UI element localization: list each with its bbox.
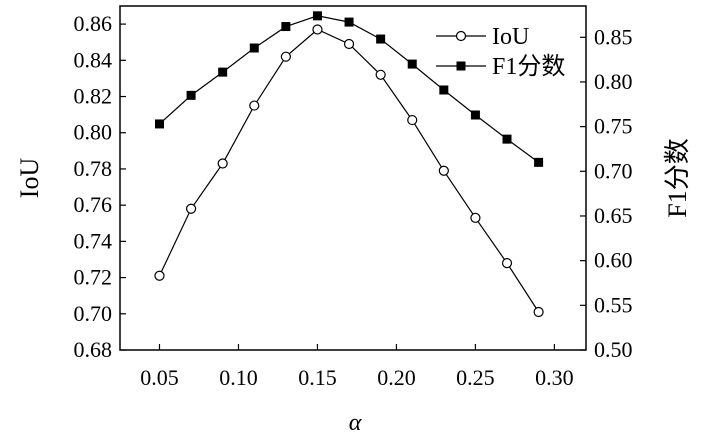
left-tick-label: 0.72 [74, 265, 113, 290]
data-point-f1 [281, 22, 291, 32]
data-point-f1 [186, 90, 196, 100]
x-axis-title: α [349, 410, 362, 436]
data-point-iou [375, 69, 386, 80]
data-point-f1 [218, 67, 228, 77]
left-tick-label: 0.78 [74, 156, 113, 181]
data-point-iou [533, 306, 544, 318]
data-point-iou [185, 203, 197, 214]
data-point-iou [407, 114, 418, 126]
legend: IoU F1分数 [436, 24, 565, 80]
data-point-f1 [154, 119, 164, 129]
data-point-f1 [439, 85, 449, 95]
legend-marker-iou [455, 30, 467, 42]
left-tick-label: 0.68 [74, 337, 113, 362]
right-tick-label: 0.65 [594, 203, 633, 228]
data-point-f1 [344, 17, 354, 27]
legend-label-f1: F1分数 [492, 53, 565, 80]
data-point-iou [343, 38, 355, 50]
data-point-iou [154, 270, 165, 281]
left-axis-title: IoU [15, 158, 44, 199]
left-tick-label: 0.86 [74, 11, 113, 36]
data-point-f1 [249, 43, 259, 53]
right-tick-label: 0.75 [594, 114, 633, 139]
left-tick-label: 0.80 [74, 120, 113, 145]
x-tick-label: 0.15 [298, 365, 337, 390]
data-point-f1 [312, 11, 322, 21]
legend-label-iou: IoU [492, 24, 529, 50]
x-tick-label: 0.20 [377, 365, 416, 390]
data-point-iou [470, 212, 481, 223]
left-tick-label: 0.70 [74, 301, 113, 326]
right-tick-label: 0.80 [594, 69, 633, 94]
left-tick-label: 0.74 [74, 228, 113, 253]
data-point-iou [438, 165, 449, 176]
right-axis-title: F1分数 [663, 138, 692, 217]
right-tick-label: 0.85 [594, 24, 633, 49]
legend-marker-f1 [456, 61, 466, 71]
data-point-iou [280, 51, 291, 62]
right-tick-label: 0.50 [594, 337, 633, 362]
right-tick-label: 0.60 [594, 248, 633, 273]
data-point-iou [312, 24, 323, 35]
lines-layer [158, 15, 540, 313]
data-point-f1 [502, 134, 512, 144]
data-point-iou [217, 158, 228, 169]
x-tick-label: 0.10 [219, 365, 258, 390]
data-point-f1 [376, 34, 386, 44]
series-line-f1 [159, 15, 539, 163]
series-line-iou [158, 28, 540, 313]
legend-item-iou: IoU [436, 24, 529, 50]
markers-layer [154, 11, 544, 318]
data-point-f1 [534, 157, 544, 167]
x-tick-label: 0.05 [140, 365, 179, 390]
left-tick-label: 0.82 [74, 84, 113, 109]
plot-frame [119, 5, 587, 351]
x-tick-label: 0.25 [456, 365, 495, 390]
left-tick-label: 0.84 [74, 47, 113, 72]
legend-item-f1: F1分数 [436, 53, 565, 80]
ticks-layer: 0.05 0.10 0.15 0.20 0.25 0.30 0.68 0.70 0.72 0.74… [74, 11, 633, 390]
data-point-f1 [407, 59, 417, 69]
x-tick-label: 0.30 [535, 365, 574, 390]
right-tick-label: 0.70 [594, 158, 633, 183]
data-point-iou [249, 100, 260, 111]
data-point-iou [501, 257, 513, 269]
data-point-f1 [470, 110, 480, 120]
left-tick-label: 0.76 [74, 192, 113, 217]
right-tick-label: 0.55 [594, 292, 633, 317]
